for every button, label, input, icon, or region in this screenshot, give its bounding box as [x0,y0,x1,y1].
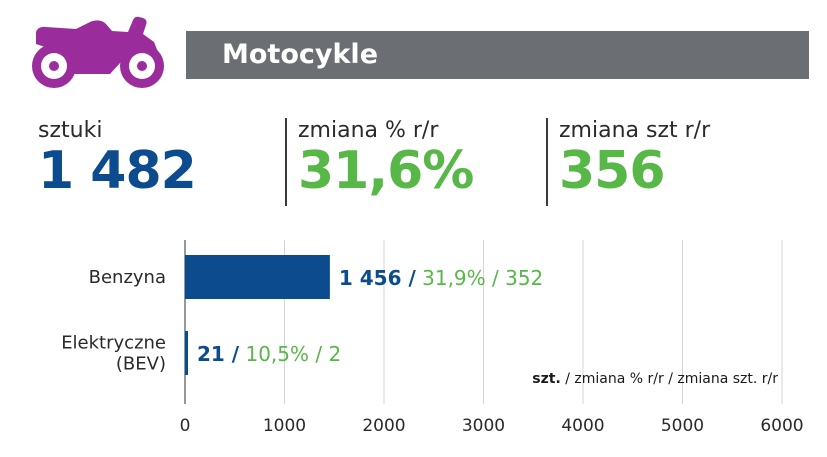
bar [185,255,330,299]
stat-abs-change-value: 356 [559,141,666,201]
category-label: Elektryczne [61,333,166,354]
bar-data-label: 1 456 / 31,9% / 352 [339,266,543,290]
chart-legend: szt. / zmiana % r/r / zmiana szt. r/r [532,371,778,387]
x-tick-label: 1000 [263,416,306,436]
section-title: Motocykle [186,31,809,79]
stat-divider [546,118,548,206]
stat-pct-change-value: 31,6% [298,141,474,201]
bar-change-label: 10,5% / 2 [239,342,341,366]
bar-change-label: 31,9% / 352 [416,266,544,290]
stat-pct-change-label: zmiana % r/r [298,118,439,143]
stat-units-value: 1 482 [38,141,197,201]
stat-abs-change-label: zmiana szt r/r [559,118,711,143]
bar-value-label: 21 / [197,342,240,366]
legend-rest: / zmiana % r/r / zmiana szt. r/r [561,371,778,387]
category-label: (BEV) [116,354,166,375]
x-tick-label: 2000 [362,416,405,436]
x-tick-label: 4000 [561,416,604,436]
x-tick-label: 6000 [760,416,803,436]
x-tick-label: 5000 [661,416,704,436]
legend-units: szt. [532,371,561,387]
category-label: Benzyna [89,267,166,288]
stat-pct-change: zmiana % r/r 31,6% [298,118,474,201]
bar-data-label: 21 / 10,5% / 2 [197,342,341,366]
bar-value-label: 1 456 / [339,266,417,290]
x-tick-label: 3000 [462,416,505,436]
x-tick-label: 0 [180,416,191,436]
bar [185,331,188,375]
motorcycle-icon [32,16,164,88]
stat-abs-change: zmiana szt r/r 356 [559,118,710,201]
stat-divider [285,118,287,206]
stat-units-label: sztuki [38,118,103,143]
stat-units: sztuki 1 482 [38,118,197,201]
